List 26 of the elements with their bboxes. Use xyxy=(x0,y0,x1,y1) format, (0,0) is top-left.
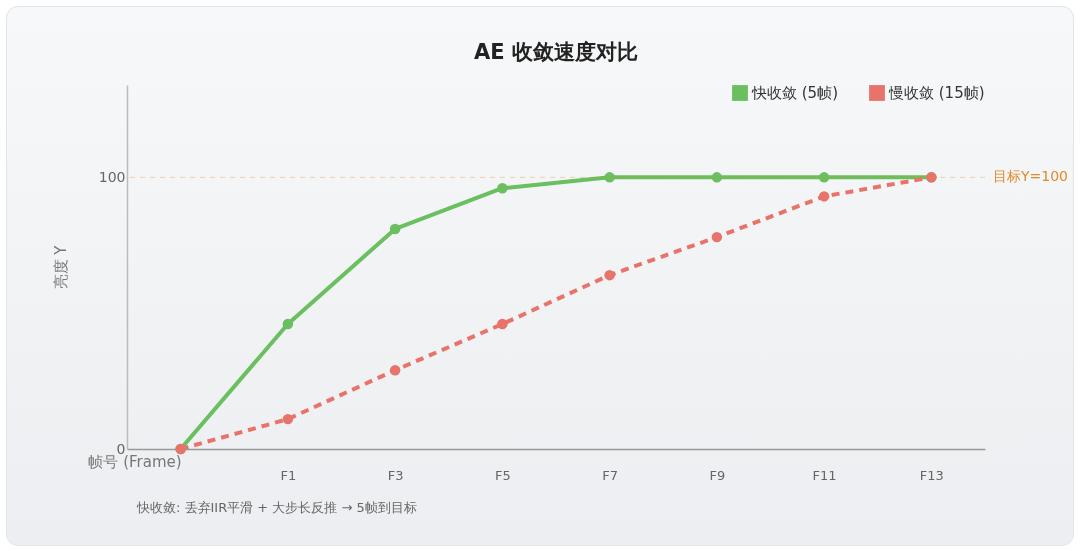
x-tick-label: F1 xyxy=(280,467,297,483)
legend-label: 快收敛 (5帧) xyxy=(751,84,839,102)
point xyxy=(389,364,401,376)
text: 快收敛: 丢弃IIR平滑 + 大步长反推 → 5帧到目标 xyxy=(136,500,417,515)
chart-title: AE 收敛速度对比 xyxy=(474,40,638,64)
point xyxy=(604,172,615,183)
point xyxy=(818,191,830,202)
x-tick-label: F9 xyxy=(709,467,726,483)
point xyxy=(711,231,723,243)
point xyxy=(497,318,508,330)
point xyxy=(604,269,615,281)
x-tick-label: F3 xyxy=(387,467,404,483)
point xyxy=(711,172,723,183)
legend-label: 慢收敛 (15帧) xyxy=(888,84,985,102)
point xyxy=(497,182,508,194)
ref-line-label: 目标Y=100 xyxy=(993,168,1069,185)
point xyxy=(818,172,830,183)
x-tick-label: F7 xyxy=(602,467,618,483)
x-tick-label: F5 xyxy=(495,467,511,483)
x-tick-label: F13 xyxy=(919,467,944,483)
y-axis-title: 亮度 Y xyxy=(51,244,70,290)
point xyxy=(282,318,294,330)
x-tick-label: F11 xyxy=(812,467,837,483)
point xyxy=(282,413,294,425)
y-tick-label: 100 xyxy=(98,168,126,185)
point xyxy=(389,223,401,235)
